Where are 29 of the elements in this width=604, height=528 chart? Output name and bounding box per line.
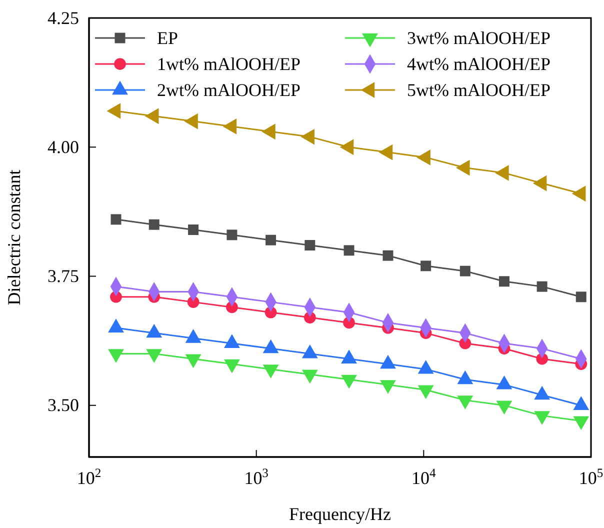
legend-label: 5wt% mAlOOH/EP [407, 80, 550, 100]
point [148, 219, 160, 230]
y-tick-label: 4.00 [48, 136, 79, 157]
point [460, 266, 470, 276]
x-tick-label: 10$^{3}$ [244, 466, 268, 488]
legend-label: 3wt% mAlOOH/EP [407, 28, 550, 48]
point [266, 234, 276, 246]
legend-label: 4wt% mAlOOH/EP [407, 54, 550, 74]
y-axis-title: Dielectric constant [4, 170, 24, 306]
point [498, 276, 510, 287]
x-tick-label: 10$^{2}$ [76, 466, 102, 488]
point [110, 214, 122, 225]
point [226, 230, 238, 240]
point [420, 260, 432, 272]
x-tick-label: 10$^{5}$ [578, 466, 604, 488]
y-tick-label: 3.75 [48, 266, 79, 286]
legend-label: 1wt% mAlOOH/EP [157, 54, 300, 74]
point [382, 250, 394, 261]
legend-label: EP [157, 28, 178, 48]
point [576, 292, 586, 302]
point [304, 240, 316, 250]
y-tick-label: 3.50 [48, 395, 79, 416]
point [536, 281, 548, 292]
y-tick-label: 4.25 [48, 8, 79, 28]
x-tick-label: 10$^{4}$ [412, 466, 437, 488]
x-axis-title: Frequency/Hz [289, 504, 391, 524]
point [344, 245, 354, 256]
legend-label: 2wt% mAlOOH/EP [157, 80, 300, 100]
point [188, 224, 199, 235]
